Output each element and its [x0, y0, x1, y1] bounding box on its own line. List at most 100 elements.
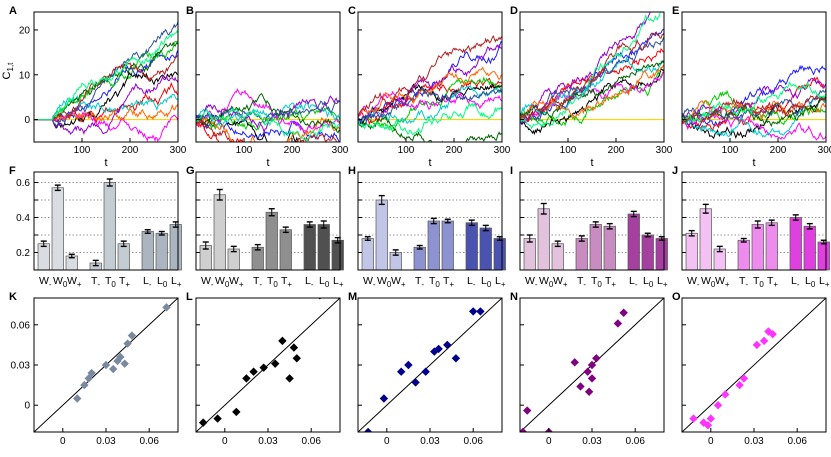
scatter-point: [101, 360, 111, 370]
y-tick-label: 0: [24, 401, 30, 412]
bar: [655, 238, 668, 271]
walk-series-line: [358, 116, 502, 142]
axes-frame: [357, 171, 503, 271]
category-label: W+: [553, 275, 568, 289]
walk-series-line: [520, 59, 664, 119]
axes-frame: [195, 171, 341, 271]
category-label: W0: [377, 275, 392, 289]
walk-traces: [520, 12, 664, 136]
bar: [155, 232, 168, 271]
scatter-point: [443, 340, 452, 350]
diagonal-line: [682, 298, 826, 432]
scatter-point: [289, 343, 299, 352]
scatter-point: [242, 374, 251, 383]
x-tick-label: 0.06: [463, 436, 483, 447]
scatter-panel-k: 0 0 0.03 0.03 0.06 0.06 K: [9, 291, 179, 447]
scatter-panel-l: 0 0.03 0.06 L: [186, 291, 341, 447]
bar: [603, 225, 616, 271]
bar: [493, 238, 506, 271]
walk-series-line: [34, 49, 178, 124]
category-label: T-: [577, 275, 586, 289]
bar: [575, 238, 588, 271]
walk-traces: [358, 35, 502, 142]
x-axis-label: t: [752, 157, 755, 169]
bar: [427, 220, 440, 271]
scatter-point: [421, 367, 430, 376]
walk-series-line: [34, 29, 178, 121]
bar: [213, 194, 226, 271]
walk-series-line: [196, 88, 340, 133]
x-tick-label: 200: [284, 145, 301, 156]
scatter-point: [619, 308, 628, 317]
walk-series-line: [34, 55, 178, 121]
scatter-point: [80, 380, 89, 390]
scatter-point: [363, 427, 373, 432]
walk-series-line: [520, 64, 664, 120]
panel-label: F: [9, 165, 16, 177]
axes-frame: [681, 11, 827, 143]
bar-panel-h: W- W0 W+ T- T0 T+ L- L0 L+ H: [348, 165, 506, 289]
category-label: L+: [819, 275, 830, 289]
bar: [523, 238, 536, 271]
walk-panel-a: 100 200 300 0 10 20 t A: [9, 5, 187, 169]
x-tick-label: 200: [770, 145, 787, 156]
scatter-point: [759, 336, 769, 346]
scatter-point: [397, 367, 406, 376]
scatter-point: [271, 359, 280, 368]
panel-label: G: [186, 165, 195, 177]
scatter-point: [404, 360, 413, 370]
category-label: W-: [363, 275, 376, 289]
category-label: T0: [429, 275, 440, 289]
scatter-point: [613, 319, 623, 328]
walk-series-line: [358, 102, 502, 136]
bar: [317, 224, 330, 271]
diagonal-line: [196, 298, 340, 432]
x-tick-label: 0: [546, 436, 552, 447]
bar: [279, 229, 292, 271]
category-label: W0: [53, 275, 68, 289]
x-tick-label: 0: [222, 436, 228, 447]
walk-series-line: [520, 56, 664, 118]
x-tick-label: 100: [236, 145, 253, 156]
scatter-point: [768, 329, 777, 339]
axes-frame: [33, 171, 179, 271]
scatter-point: [469, 307, 478, 316]
category-label: L0: [643, 275, 654, 289]
x-axis-label: t: [590, 157, 593, 169]
walk-series-line: [520, 67, 664, 136]
category-label: W-: [525, 275, 538, 289]
x-axis-label: t: [266, 157, 269, 169]
panel-label: D: [510, 5, 518, 17]
category-label: T-: [91, 275, 100, 289]
walk-series-line: [682, 93, 826, 128]
panel-label: E: [672, 5, 679, 17]
bar: [789, 217, 802, 271]
scatter-point: [411, 378, 420, 387]
scatter-panel-o: 0 0.03 0.06 O: [672, 291, 827, 447]
walk-series-line: [358, 35, 502, 117]
x-tick-label: 300: [656, 145, 673, 156]
walk-series-line: [196, 108, 340, 142]
bar: [641, 234, 654, 271]
walk-series-line: [34, 81, 178, 124]
x-tick-label: 300: [818, 145, 831, 156]
y-tick-label: 0: [24, 115, 30, 126]
scatter-point: [451, 354, 461, 363]
category-label: T+: [281, 275, 292, 289]
panel-label: N: [510, 291, 518, 303]
scatter-point: [120, 359, 129, 368]
scatter-point: [73, 394, 82, 403]
x-tick-label: 300: [170, 145, 187, 156]
x-tick-label: 100: [560, 145, 577, 156]
y-tick-label: 0.2: [16, 248, 30, 259]
bar: [251, 246, 264, 271]
bar: [37, 243, 50, 271]
bar: [375, 199, 388, 271]
y-axis-label: C1,t: [1, 62, 15, 80]
panel-label: B: [186, 5, 194, 17]
walk-series-line: [682, 64, 826, 128]
x-tick-label: 200: [608, 145, 625, 156]
scatter-point: [689, 414, 698, 423]
scatter-point: [584, 387, 594, 396]
